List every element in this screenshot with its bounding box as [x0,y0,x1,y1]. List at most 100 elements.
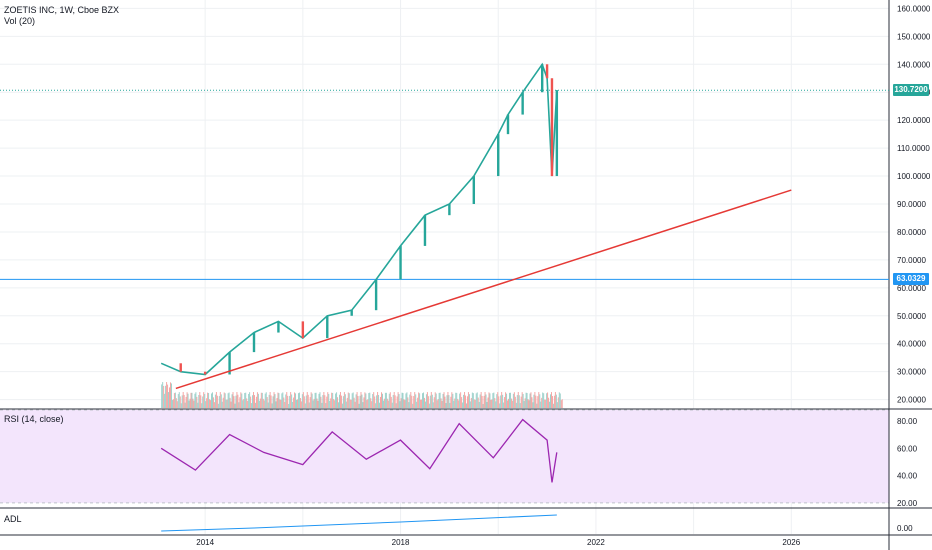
volume-bar [523,401,525,408]
volume-bar [487,397,489,408]
price-axis-tick: 90.0000 [897,200,926,209]
volume-bar [181,395,183,408]
volume-bar [454,398,456,408]
volume-bar [458,400,460,408]
volume-bar [284,401,286,408]
volume-bar [393,392,395,408]
volume-bar [247,401,249,408]
volume-bar [335,393,337,408]
volume-bar [436,400,438,408]
price-axis-tick: 70.0000 [897,256,926,265]
volume-bar [212,397,214,408]
volume-bar [293,397,295,408]
volume-bar [521,392,523,408]
volume-bar [305,395,307,408]
volume-bar [528,400,530,408]
volume-bar [234,403,236,408]
volume-bar [313,398,315,408]
volume-bar [509,392,511,408]
volume-bar [289,395,291,408]
volume-bar [348,393,350,408]
volume-bar [270,395,272,408]
volume-bar [510,398,512,408]
volume-bar [225,399,227,408]
volume-bar [165,385,167,408]
volume-bar [447,392,449,408]
rsi-axis-tick: 40.00 [897,472,918,481]
price-axis-tick: 140.0000 [897,60,931,69]
volume-bar [245,392,247,408]
volume-bar [397,392,399,408]
volume-bar [346,397,348,408]
volume-bar [369,392,371,408]
volume-bar [525,392,527,408]
volume-bar [300,401,302,408]
volume-bar [482,403,484,408]
volume-bar [188,400,190,408]
price-candle [521,92,524,115]
volume-bar [463,394,465,408]
volume-bar [338,394,340,408]
volume-bar [486,401,488,408]
volume-bar [352,392,354,408]
volume-bar [222,397,224,408]
volume-bar [539,394,541,408]
volume-bar [444,396,446,408]
price-axis-tick: 160.0000 [897,4,931,13]
volume-bar [498,396,500,408]
volume-bar [387,400,389,408]
volume-bar [402,393,404,408]
volume-bar [373,392,375,408]
volume-bar [364,392,366,408]
volume-bar [320,396,322,408]
volume-bar [174,392,176,408]
volume-bar [488,392,490,408]
volume-bar [299,398,301,408]
volume-bar [377,392,379,408]
volume-bar [318,393,320,408]
volume-bar [431,394,433,408]
volume-bar [265,392,267,408]
volume-bar [532,402,534,408]
volume-bar [480,392,482,408]
volume-bar [411,395,413,408]
volume-bar [399,401,401,408]
volume-bar [392,394,394,408]
volume-bar [518,395,520,408]
volume-bar [516,395,518,408]
volume-bar [326,396,328,408]
volume-bar [560,400,562,408]
volume-bar [549,401,551,408]
volume-bar [344,394,346,408]
volume-bar [283,397,285,408]
volume-bar [193,400,195,408]
price-axis-tick: 150.0000 [897,32,931,41]
volume-bar [307,394,309,408]
volume-bar [219,392,221,408]
volume-bar [469,401,471,408]
volume-bar [248,393,250,408]
volume-bar [211,393,213,408]
volume-bar [455,392,457,408]
volume-bar [423,392,425,408]
volume-bar [481,395,483,408]
volume-bar [557,397,559,408]
volume-bar [412,403,414,408]
volume-bar [386,398,388,408]
volume-bar [437,399,439,408]
volume-bar [559,393,561,408]
volume-bar [264,393,266,408]
volume-bar [322,395,324,408]
volume-bar [227,393,229,408]
volume-bar [285,394,287,408]
volume-bar [553,395,555,408]
volume-bar [500,395,502,408]
volume-bar [362,402,364,408]
volume-bar [434,392,436,408]
volume-bar [416,401,418,408]
volume-bar [420,399,422,408]
price-candle [550,78,554,177]
volume-bar [526,392,528,408]
volume-bar [170,383,172,408]
